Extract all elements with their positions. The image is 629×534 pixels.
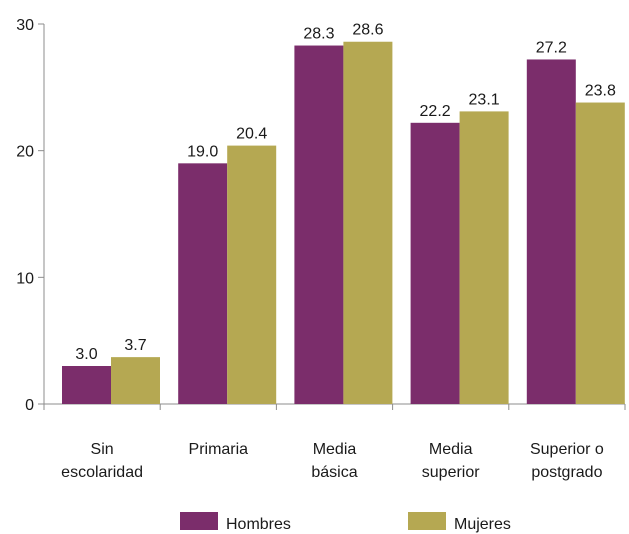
bar-value-labels: 3.0 3.7 19.0 20.4 28.3 28.6 22.2 23.1 27.2 23.8 <box>75 22 616 363</box>
bar-value-label: 22.2 <box>420 103 451 120</box>
bar-value-label: 3.7 <box>124 337 146 354</box>
bar-value-label: 27.2 <box>536 39 567 56</box>
category-label-line: Sin <box>91 441 114 458</box>
category-label: Primaria <box>189 441 249 458</box>
bar-value-label: 23.8 <box>585 83 616 100</box>
legend-label-hombres: Hombres <box>226 516 291 533</box>
category-label-line: postgrado <box>531 464 602 481</box>
category-label-line: superior <box>422 464 480 481</box>
category-label: Media básica <box>311 441 357 481</box>
category-label-line: Media <box>313 441 357 458</box>
bar-value-label: 23.1 <box>469 91 500 108</box>
bar-value-label: 3.0 <box>75 346 97 363</box>
bar-value-label: 28.6 <box>352 22 383 39</box>
bar-value-label: 19.0 <box>187 143 218 160</box>
category-label-line: Media <box>429 441 473 458</box>
bar-hombres <box>178 163 228 404</box>
legend-swatch-hombres <box>180 512 218 530</box>
bar-hombres <box>294 45 344 405</box>
bar-hombres <box>410 122 460 405</box>
bar-mujeres <box>227 145 277 404</box>
bar-mujeres <box>343 41 393 404</box>
bars <box>62 41 625 405</box>
category-label-line: escolaridad <box>61 464 143 481</box>
y-tick-label: 30 <box>16 17 34 34</box>
bar-mujeres <box>575 102 625 405</box>
category-label: Superior o postgrado <box>530 441 604 481</box>
category-label-line: básica <box>311 464 357 481</box>
category-label: Media superior <box>422 441 480 481</box>
legend-label-mujeres: Mujeres <box>454 516 511 533</box>
y-tick-label: 20 <box>16 144 34 161</box>
category-label: Sin escolaridad <box>61 441 143 481</box>
category-label-line: Primaria <box>189 441 249 458</box>
category-labels: Sin escolaridad Primaria Media básica Media su… <box>61 441 604 481</box>
y-tick-label: 10 <box>16 270 34 287</box>
bar-hombres <box>526 59 576 404</box>
bar-mujeres <box>459 111 509 405</box>
legend: Hombres Mujeres <box>180 512 511 533</box>
bar-mujeres <box>111 357 160 404</box>
bar-hombres <box>62 366 111 404</box>
bar-value-label: 20.4 <box>236 126 267 143</box>
y-tick-label: 0 <box>25 397 34 414</box>
bar-value-label: 28.3 <box>303 26 334 43</box>
category-label-line: Superior o <box>530 441 604 458</box>
legend-swatch-mujeres <box>408 512 446 530</box>
